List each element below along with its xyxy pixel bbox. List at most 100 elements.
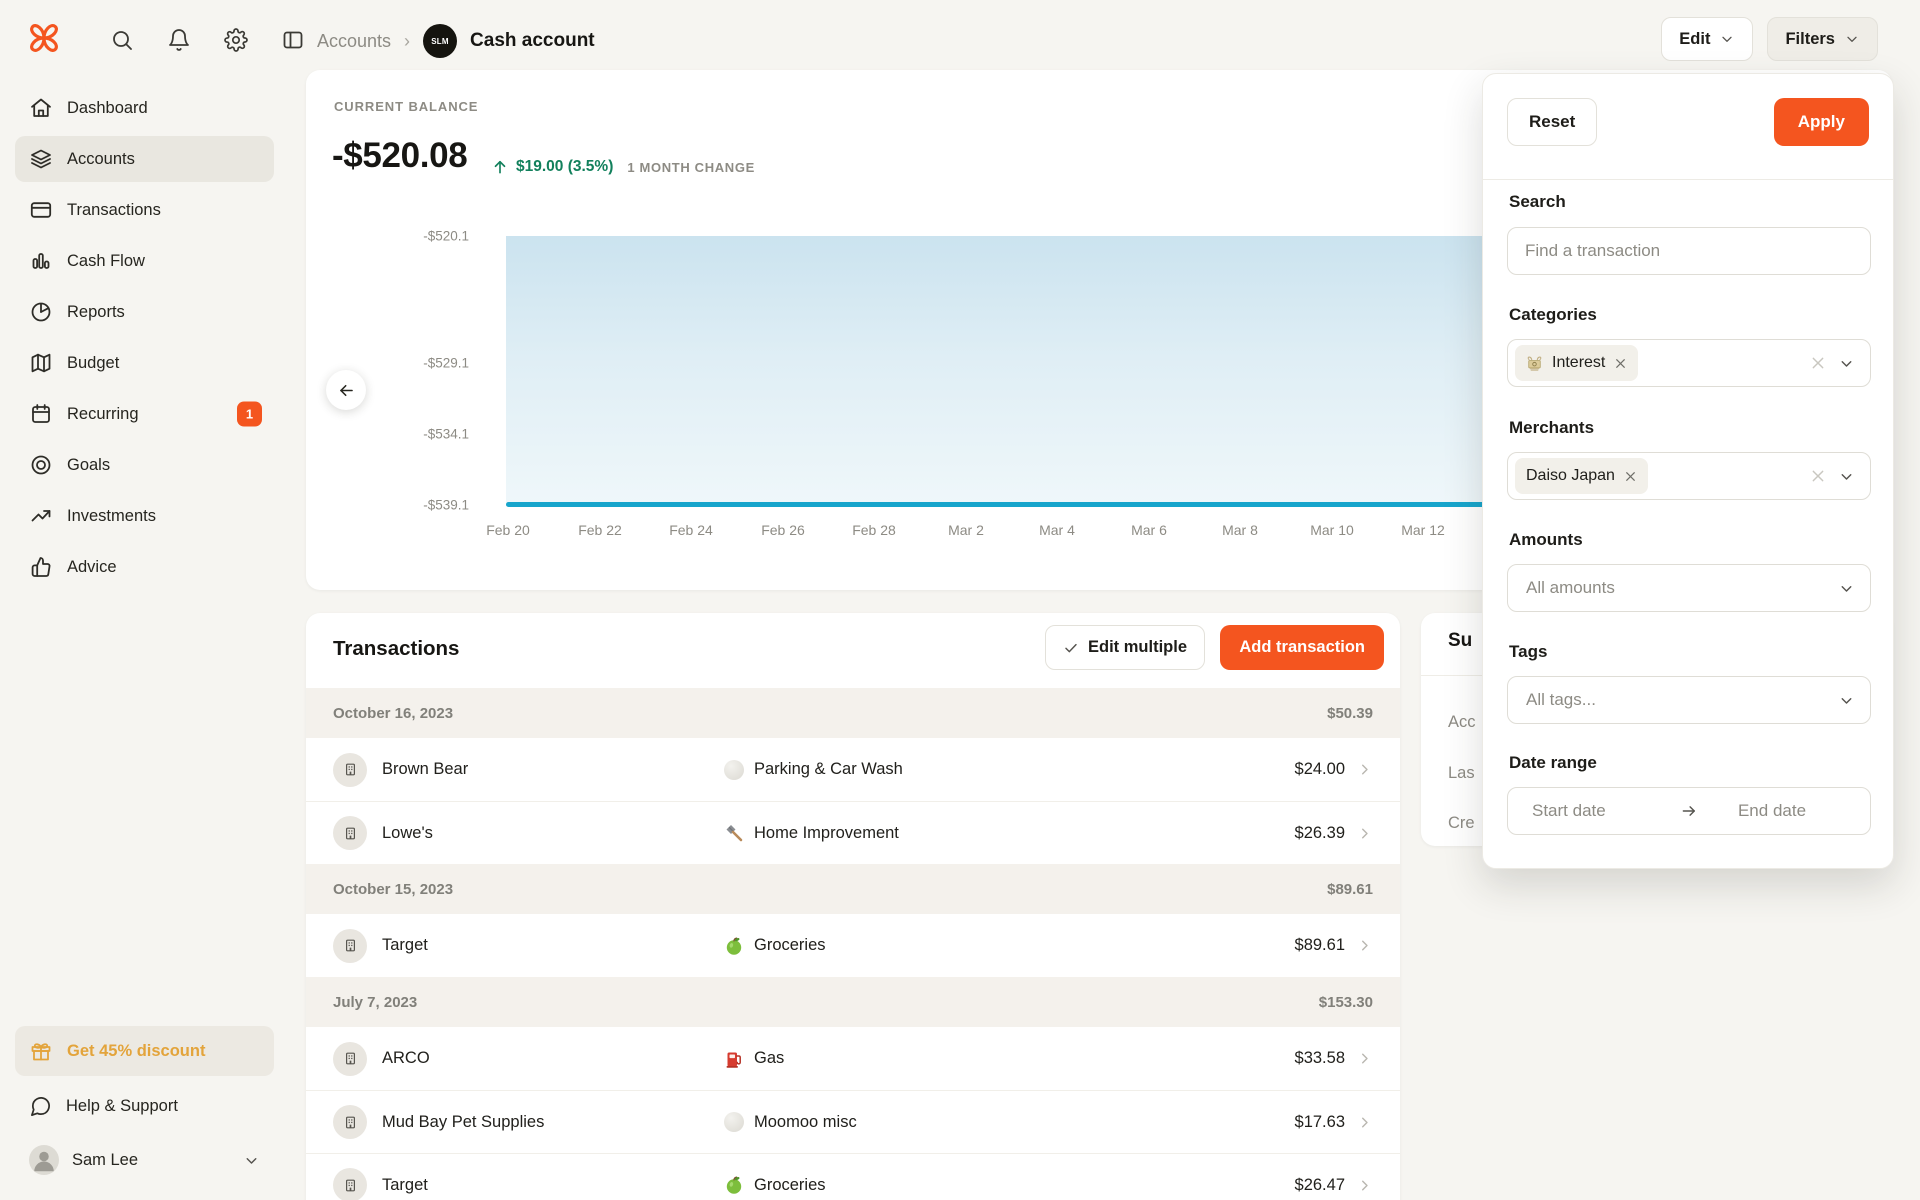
sidebar-item-label: Dashboard: [67, 99, 148, 118]
sidebar-item-label: Budget: [67, 354, 119, 373]
target-icon: [29, 453, 53, 477]
transactions-card: Transactions Edit multiple Add transacti…: [306, 613, 1400, 1200]
categories-select[interactable]: Interest: [1507, 339, 1871, 387]
edit-button[interactable]: Edit: [1661, 17, 1753, 61]
settings-gear-icon[interactable]: [224, 28, 248, 52]
filters-button[interactable]: Filters: [1767, 17, 1878, 61]
arrow-right-icon: [1680, 802, 1698, 820]
merchant-name: ARCO: [382, 1049, 430, 1068]
date-range-input[interactable]: Start date End date: [1507, 787, 1871, 835]
chevron-right-icon: [1356, 1177, 1373, 1194]
arrow-up-icon: [491, 158, 509, 176]
chevron-down-icon: [1844, 31, 1860, 47]
merchant-name: Lowe's: [382, 824, 433, 843]
transaction-row[interactable]: Target Groceries $26.47: [306, 1153, 1400, 1200]
change-caption: 1 MONTH CHANGE: [627, 160, 755, 175]
remove-chip-icon[interactable]: [1624, 470, 1637, 483]
gift-icon: [29, 1039, 53, 1063]
topbar-icon-group: [110, 28, 305, 52]
amounts-select[interactable]: All amounts: [1507, 564, 1871, 612]
tags-select[interactable]: All tags...: [1507, 676, 1871, 724]
sidebar-item-recurring[interactable]: Recurring 1: [15, 391, 274, 437]
tags-value: All tags...: [1515, 690, 1596, 710]
x-axis-tick: Mar 2: [948, 522, 984, 538]
transaction-row[interactable]: Target Groceries $89.61: [306, 914, 1400, 977]
discount-banner[interactable]: Get 45% discount: [15, 1026, 274, 1076]
edit-multiple-button[interactable]: Edit multiple: [1045, 625, 1205, 670]
category-chip[interactable]: Interest: [1515, 345, 1638, 381]
group-total: $50.39: [1327, 705, 1373, 722]
category-name: Moomoo misc: [754, 1113, 857, 1132]
breadcrumb-accounts-link[interactable]: Accounts: [317, 31, 391, 52]
transaction-row[interactable]: Lowe's Home Improvement $26.39: [306, 801, 1400, 864]
user-menu[interactable]: Sam Lee: [15, 1136, 274, 1184]
add-transaction-button[interactable]: Add transaction: [1220, 625, 1384, 670]
x-axis-tick: Feb 20: [486, 522, 530, 538]
transactions-list: October 16, 2023 $50.39 Brown Bear Parki…: [306, 688, 1400, 1200]
chevron-down-icon: [1719, 31, 1735, 47]
bar-chart-icon: [29, 249, 53, 273]
clear-select-icon[interactable]: [1810, 468, 1826, 484]
app-window: Accounts › SLM Cash account Edit Filters: [0, 0, 1920, 1200]
credit-card-icon: [29, 198, 53, 222]
merchant-name: Mud Bay Pet Supplies: [382, 1113, 544, 1132]
x-axis-tick: Feb 22: [578, 522, 622, 538]
sidebar-item-investments[interactable]: Investments: [15, 493, 274, 539]
category-chip-label: Interest: [1552, 354, 1605, 372]
group-date: July 7, 2023: [333, 994, 417, 1011]
remove-chip-icon[interactable]: [1614, 357, 1627, 370]
category-name: Groceries: [754, 1176, 826, 1195]
user-avatar: [29, 1145, 59, 1175]
sidebar-item-label: Cash Flow: [67, 252, 145, 271]
date-group-header: July 7, 2023 $153.30: [306, 977, 1400, 1027]
previous-account-button[interactable]: [326, 370, 366, 410]
apply-button[interactable]: Apply: [1774, 98, 1869, 146]
sidebar-item-label: Recurring: [67, 405, 139, 424]
reset-button[interactable]: Reset: [1507, 98, 1597, 146]
transaction-row[interactable]: ARCO Gas $33.58: [306, 1027, 1400, 1090]
transaction-amount: $89.61: [1295, 936, 1345, 955]
top-bar: Accounts › SLM Cash account Edit Filters: [0, 0, 1920, 80]
thumbs-up-icon: [29, 555, 53, 579]
transaction-row[interactable]: Brown Bear Parking & Car Wash $24.00: [306, 738, 1400, 801]
x-axis-tick: Mar 6: [1131, 522, 1167, 538]
x-axis-tick: Mar 8: [1222, 522, 1258, 538]
pie-chart-icon: [29, 300, 53, 324]
change-amount: $19.00 (3.5%): [516, 158, 613, 176]
building-icon: [333, 929, 367, 963]
amounts-label: Amounts: [1509, 530, 1583, 550]
hammer-icon: [724, 823, 744, 843]
sidebar-toggle-icon[interactable]: [281, 28, 305, 52]
group-date: October 16, 2023: [333, 705, 453, 722]
transaction-row[interactable]: Mud Bay Pet Supplies Moomoo misc $17.63: [306, 1090, 1400, 1153]
summary-row-label: Las: [1448, 764, 1475, 783]
chevron-down-icon: [243, 1152, 260, 1169]
sidebar-item-label: Advice: [67, 558, 117, 577]
sidebar-item-budget[interactable]: Budget: [15, 340, 274, 386]
help-support-label: Help & Support: [66, 1097, 178, 1116]
breadcrumb-separator-icon: ›: [404, 31, 410, 52]
sidebar-item-transactions[interactable]: Transactions: [15, 187, 274, 233]
breadcrumb: Accounts › SLM Cash account: [317, 24, 595, 58]
search-icon[interactable]: [110, 28, 134, 52]
merchant-chip[interactable]: Daiso Japan: [1515, 458, 1648, 494]
home-icon: [29, 96, 53, 120]
y-axis-tick: -$529.1: [329, 356, 469, 371]
y-axis-tick: -$539.1: [329, 498, 469, 513]
sidebar-item-dashboard[interactable]: Dashboard: [15, 85, 274, 131]
merchants-select[interactable]: Daiso Japan: [1507, 452, 1871, 500]
sidebar-item-goals[interactable]: Goals: [15, 442, 274, 488]
current-balance-amount: -$520.08: [332, 136, 467, 176]
clear-select-icon[interactable]: [1810, 355, 1826, 371]
sidebar-item-advice[interactable]: Advice: [15, 544, 274, 590]
search-input[interactable]: [1507, 227, 1871, 275]
help-support-item[interactable]: Help & Support: [15, 1083, 274, 1129]
monarch-logo-icon[interactable]: [22, 16, 66, 60]
group-date: October 15, 2023: [333, 881, 453, 898]
sidebar-item-accounts[interactable]: Accounts: [15, 136, 274, 182]
divider: [1483, 179, 1893, 180]
sidebar-item-reports[interactable]: Reports: [15, 289, 274, 335]
notifications-bell-icon[interactable]: [167, 28, 191, 52]
discount-label: Get 45% discount: [67, 1042, 205, 1061]
sidebar-item-cash-flow[interactable]: Cash Flow: [15, 238, 274, 284]
